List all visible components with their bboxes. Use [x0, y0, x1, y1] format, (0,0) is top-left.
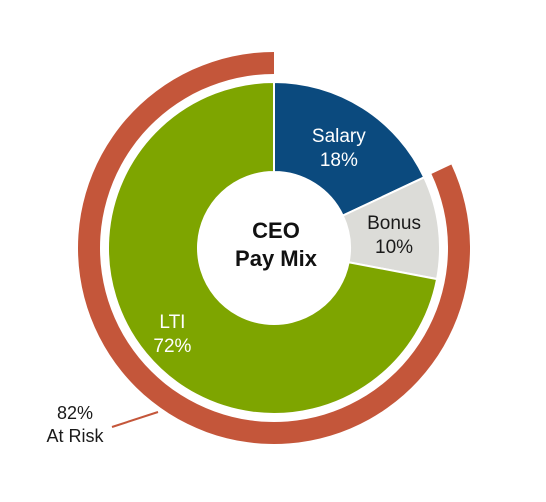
at-risk-value-label: 82%	[57, 403, 93, 423]
slice-value-salary: 18%	[320, 150, 358, 171]
slice-label-lti: LTI	[159, 312, 185, 333]
slice-label-salary: Salary	[312, 126, 366, 147]
center-title-line-1: CEO	[252, 218, 300, 243]
slice-value-bonus: 10%	[375, 237, 413, 258]
slice-value-lti: 72%	[153, 336, 191, 357]
slice-salary	[273, 80, 426, 217]
center-title-line-2: Pay Mix	[235, 246, 318, 271]
center-hole	[198, 172, 350, 324]
at-risk-text-label: At Risk	[46, 426, 104, 446]
slice-label-bonus: Bonus	[367, 213, 421, 234]
at-risk-leader-line	[111, 411, 159, 428]
